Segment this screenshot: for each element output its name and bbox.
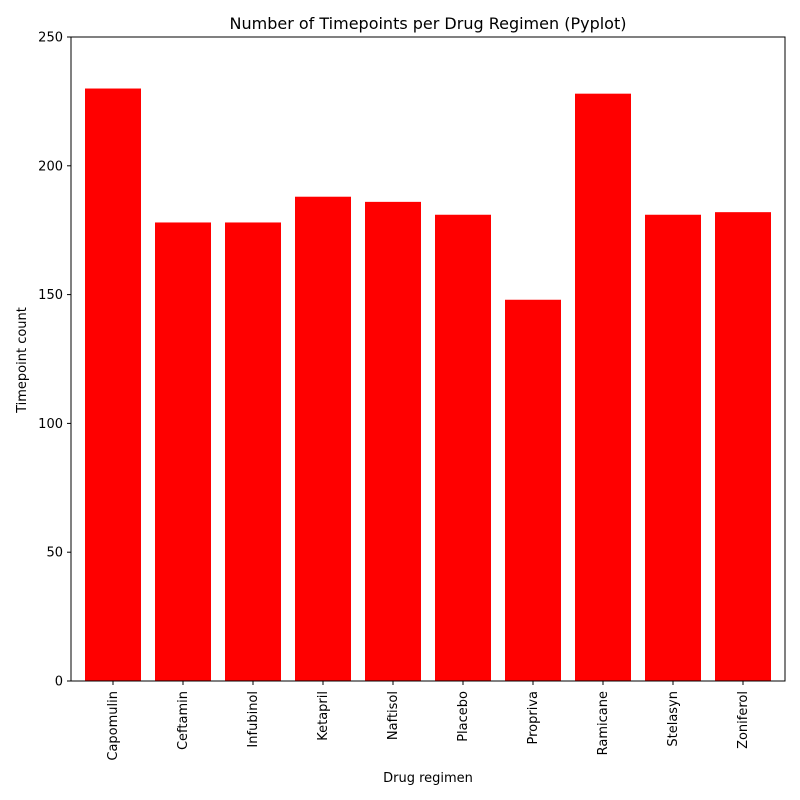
x-tick-label: Naftisol [386,691,401,740]
plot-frame [70,36,786,682]
bars-group [85,88,771,682]
x-axis-label: Drug regimen [383,771,473,786]
y-tick-label: 200 [38,159,63,174]
x-tick-label: Ceftamin [176,691,191,750]
bar-placebo [435,214,491,681]
bar-ceftamin [155,222,211,682]
y-tick-label: 0 [55,675,63,690]
bar-capomulin [85,88,141,681]
bar-ramicane [575,93,631,681]
y-axis-label: Timepoint count [15,307,30,414]
bar-infubinol [225,222,281,682]
x-tick-label: Zoniferol [736,691,751,749]
x-tick-label: Capomulin [106,691,121,761]
bar-ketapril [295,196,351,681]
bar-stelasyn [645,214,701,681]
bar-naftisol [365,201,421,681]
x-tick-label: Propriva [526,691,541,745]
y-tick-label: 150 [38,288,63,303]
y-tick-label: 250 [38,31,63,46]
y-tick-label: 50 [46,546,63,561]
x-tick-label: Ramicane [596,691,611,755]
x-tick-label: Stelasyn [666,691,681,747]
y-axis: 0 50 100 150 200 250 [38,31,71,690]
bar-propriva [505,299,561,681]
y-tick-label: 100 [38,417,63,432]
bar-zoniferol [715,212,771,681]
x-axis: Capomulin Ceftamin Infubinol Ketapril Naftis… [106,681,751,761]
x-tick-label: Infubinol [246,691,261,748]
x-tick-label: Placebo [456,691,471,742]
x-tick-label: Ketapril [316,691,331,741]
chart-title: Number of Timepoints per Drug Regimen (P… [230,14,627,33]
